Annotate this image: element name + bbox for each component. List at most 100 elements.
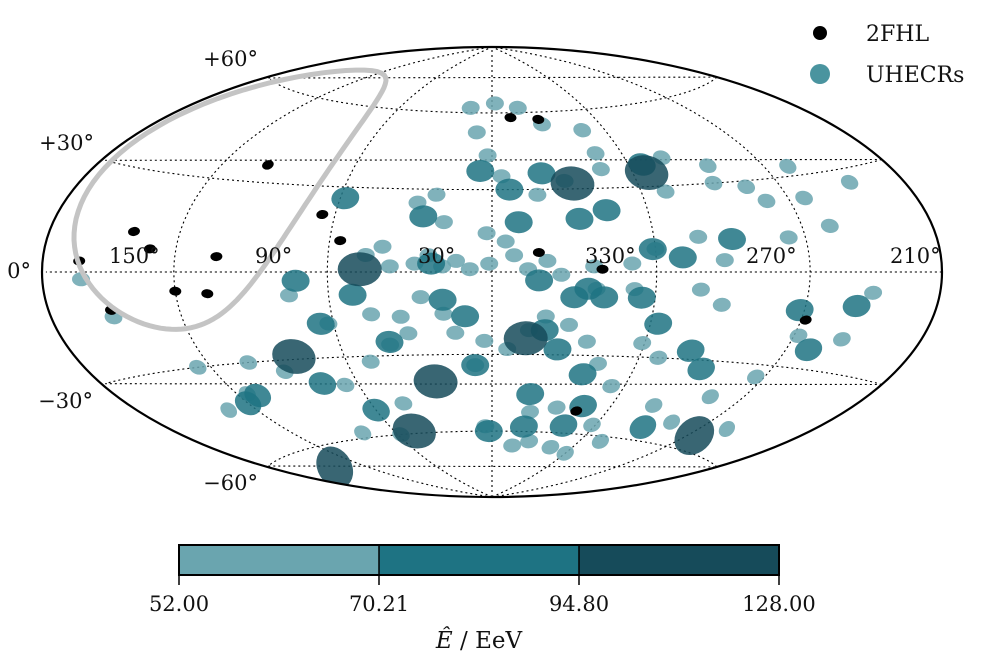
uhecr-event-marker xyxy=(644,398,663,413)
uhecr-event-marker xyxy=(718,227,746,251)
uhecr-event-marker xyxy=(663,414,681,430)
uhecr-event-marker xyxy=(375,330,404,353)
uhecr-event-marker xyxy=(556,445,574,461)
uhecr-event-marker xyxy=(316,446,354,489)
lon-label-150: 150° xyxy=(109,244,160,268)
colorbar-segment-mid xyxy=(379,545,579,575)
2fhl-source-marker xyxy=(143,244,156,254)
uhecr-event-marker xyxy=(503,321,548,356)
uhecr-event-marker xyxy=(434,215,453,230)
uhecr-event-marker xyxy=(528,187,547,202)
colorbar-tick-label: 52.00 xyxy=(149,592,209,616)
uhecr-event-marker xyxy=(495,178,524,201)
colorbar-axis-symbol: Ê xyxy=(435,627,453,654)
uhecr-event-marker xyxy=(689,229,708,244)
uhecr-event-marker xyxy=(527,162,556,185)
uhecr-event-marker xyxy=(460,262,479,277)
sky-map xyxy=(40,45,944,499)
uhecr-event-marker xyxy=(354,425,372,441)
uhecr-event-marker xyxy=(446,325,465,340)
legend-marker-2fhl xyxy=(813,26,827,40)
uhecr-event-marker xyxy=(451,305,480,328)
uhecr-event-marker xyxy=(516,383,545,406)
exposure-contour xyxy=(71,67,389,332)
uhecr-event-marker xyxy=(244,383,272,408)
colorbar-tick-label: 94.80 xyxy=(549,592,609,616)
colorbar-axis-label: Ê / EeV xyxy=(435,627,523,654)
uhecr-event-marker xyxy=(586,146,605,161)
uhecr-event-marker xyxy=(691,282,710,297)
uhecr-event-marker xyxy=(789,328,808,343)
uhecr-event-marker xyxy=(820,218,839,233)
uhecr-event-marker xyxy=(411,290,430,305)
legend: 2FHL UHECRs xyxy=(810,22,964,88)
uhecr-event-marker xyxy=(649,350,668,365)
uhecr-event-marker xyxy=(362,307,381,322)
2fhl-source-marker xyxy=(532,247,545,258)
uhecr-event-marker xyxy=(281,269,310,292)
uhecr-event-marker xyxy=(668,246,697,269)
uhecr-event-marker xyxy=(591,162,610,177)
uhecr-event-marker xyxy=(718,421,736,437)
uhecr-event-marker xyxy=(509,415,538,438)
uhecr-event-marker xyxy=(547,400,566,415)
uhecr-event-marker xyxy=(475,333,494,348)
uhecr-event-marker xyxy=(833,332,851,347)
uhecr-event-marker xyxy=(573,123,592,138)
uhecr-event-marker xyxy=(687,357,715,381)
2fhl-source-marker xyxy=(570,406,583,416)
uhecr-event-marker xyxy=(239,355,258,370)
uhecr-event-marker xyxy=(591,433,609,449)
uhecr-event-marker xyxy=(220,402,238,418)
uhecr-event-marker xyxy=(583,417,601,433)
uhecr-event-marker xyxy=(644,312,673,335)
2fhl-source-marker xyxy=(799,315,812,325)
meridian-line xyxy=(491,46,658,498)
uhecr-event-marker xyxy=(676,339,705,362)
uhecr-event-marker xyxy=(577,334,596,349)
uhecr-event-marker xyxy=(864,285,883,300)
uhecr-event-marker xyxy=(543,338,572,361)
meridian-line xyxy=(491,46,811,498)
longitude-tick-labels: 150° 90° 30° 330° 270° 210° xyxy=(109,244,941,268)
uhecr-event-marker xyxy=(674,416,715,456)
uhecr-event-marker xyxy=(409,205,438,228)
uhecr-event-marker xyxy=(373,239,392,254)
uhecr-event-marker xyxy=(474,420,503,443)
uhecr-event-marker xyxy=(467,125,486,140)
uhecr-event-marker xyxy=(623,256,642,271)
uhecr-event-marker xyxy=(447,253,465,268)
uhecr-event-marker xyxy=(361,354,380,369)
colorbar-axis-unit: / EeV xyxy=(460,628,522,654)
meridian-line xyxy=(326,46,493,498)
uhecr-event-marker xyxy=(478,148,497,163)
uhecr-event-marker xyxy=(337,252,382,287)
2fhl-source-marker xyxy=(532,114,545,124)
lon-label-30: 30° xyxy=(418,244,455,268)
uhecr-event-marker xyxy=(413,364,458,399)
colorbar: 52.00 70.21 94.80 128.00 Ê / EeV xyxy=(149,544,816,654)
uhecr-event-marker xyxy=(550,166,595,201)
legend-label-uhecrs: UHECRs xyxy=(866,63,964,88)
2fhl-source-marker xyxy=(169,286,182,296)
uhecr-event-marker xyxy=(757,193,776,209)
uhecr-event-marker xyxy=(427,187,446,202)
uhecr-event-marker xyxy=(480,256,499,271)
uhecr-event-marker xyxy=(565,207,594,230)
uhecr-event-marker xyxy=(747,369,765,385)
uhecr-event-marker xyxy=(552,267,571,282)
legend-marker-uhecrs xyxy=(810,64,830,84)
parallel-line xyxy=(105,353,882,386)
uhecr-event-marker xyxy=(699,158,717,173)
uhecr-event-marker xyxy=(737,179,756,195)
uhecr-event-marker xyxy=(380,259,399,274)
uhecr-event-marker xyxy=(633,336,652,351)
uhecr-event-marker xyxy=(842,294,871,318)
uhecr-event-marker xyxy=(508,100,527,115)
uhecr-event-marker xyxy=(505,248,524,263)
uhecr-event-marker xyxy=(779,230,798,245)
uhecr-event-marker xyxy=(712,297,731,312)
uhecr-event-marker xyxy=(840,174,859,190)
uhecr-event-marker xyxy=(549,414,578,437)
uhecr-event-marker xyxy=(602,378,621,394)
